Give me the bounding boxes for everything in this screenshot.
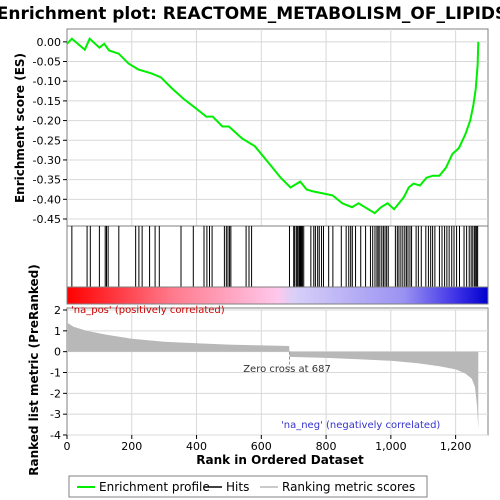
- es-y-tick-label: -0.20: [33, 115, 61, 128]
- x-tick-label: 1,000: [375, 440, 407, 453]
- negative-correlation-label: 'na_neg' (negatively correlated): [281, 420, 440, 431]
- x-tick-label: 400: [186, 440, 207, 453]
- x-tick-label: 0: [64, 440, 71, 453]
- metric-y-tick-label: -1: [50, 367, 61, 380]
- x-axis-label: Rank in Ordered Dataset: [196, 453, 364, 467]
- legend-label-enrichment-profile: Enrichment profile: [99, 480, 210, 494]
- es-y-axis-label: Enrichment score (ES): [13, 53, 27, 203]
- legend-box: [68, 475, 428, 498]
- metric-y-tick-label: 0: [54, 346, 61, 359]
- es-y-tick-label: -0.05: [33, 56, 61, 69]
- metric-y-tick-label: 1: [54, 325, 61, 338]
- rank-color-bar-fill: [66, 286, 489, 305]
- zero-cross-label: Zero cross at 687: [243, 364, 331, 375]
- chart-title: Enrichment plot: REACTOME_METABOLISM_OF_…: [0, 4, 500, 24]
- metric-y-tick-label: -4: [50, 429, 61, 442]
- metric-grid: [67, 308, 488, 436]
- metric-panel: 2 1 0 -1 -2 -3 -4 0 200 400 600 800 1,000 1,200 'na_…: [27, 264, 489, 476]
- ranking-metric-area: [67, 322, 479, 429]
- legend-label-ranking-metric-scores: Ranking metric scores: [282, 480, 415, 494]
- es-panel-frame: [66, 28, 489, 227]
- metric-y-tick-label: -2: [50, 387, 61, 400]
- enrichment-profile-line: [66, 37, 480, 215]
- metric-y-ticks: 2 1 0 -1 -2 -3 -4: [50, 304, 67, 442]
- positive-correlation-label: 'na_pos' (positively correlated): [71, 305, 225, 316]
- hit-lines: [71, 226, 479, 287]
- legend: Enrichment profile Hits Ranking metric s…: [68, 475, 428, 498]
- metric-y-axis-label: Ranked list metric (PreRanked): [27, 264, 41, 476]
- x-tick-label: 600: [251, 440, 272, 453]
- metric-x-ticks: 0 200 400 600 800 1,000 1,200: [64, 435, 472, 453]
- hits-panel-frame: [66, 225, 489, 288]
- rank-color-bar: [66, 286, 489, 305]
- hits-panel: [66, 225, 489, 288]
- metric-y-tick-label: 2: [54, 304, 61, 317]
- es-panel: 0.00 -0.05 -0.10 -0.15 -0.20 -0.25 -0.30 -0.35 -…: [13, 28, 489, 227]
- es-y-tick-label: -0.25: [33, 134, 61, 147]
- es-y-tick-label: -0.35: [33, 174, 61, 187]
- legend-label-hits: Hits: [226, 480, 249, 494]
- metric-y-tick-label: -3: [50, 408, 61, 421]
- es-y-tick-label: -0.10: [33, 75, 61, 88]
- x-tick-label: 800: [316, 440, 337, 453]
- es-y-tick-label: -0.15: [33, 95, 61, 108]
- x-tick-label: 1,200: [440, 440, 472, 453]
- x-tick-label: 200: [121, 440, 142, 453]
- es-y-tick-label: -0.45: [33, 213, 61, 226]
- es-y-tick-label: -0.40: [33, 193, 61, 206]
- es-y-tick-label: 0.00: [37, 36, 62, 49]
- es-y-ticks: 0.00 -0.05 -0.10 -0.15 -0.20 -0.25 -0.30 -0.35 -…: [33, 36, 67, 226]
- es-y-tick-label: -0.30: [33, 154, 61, 167]
